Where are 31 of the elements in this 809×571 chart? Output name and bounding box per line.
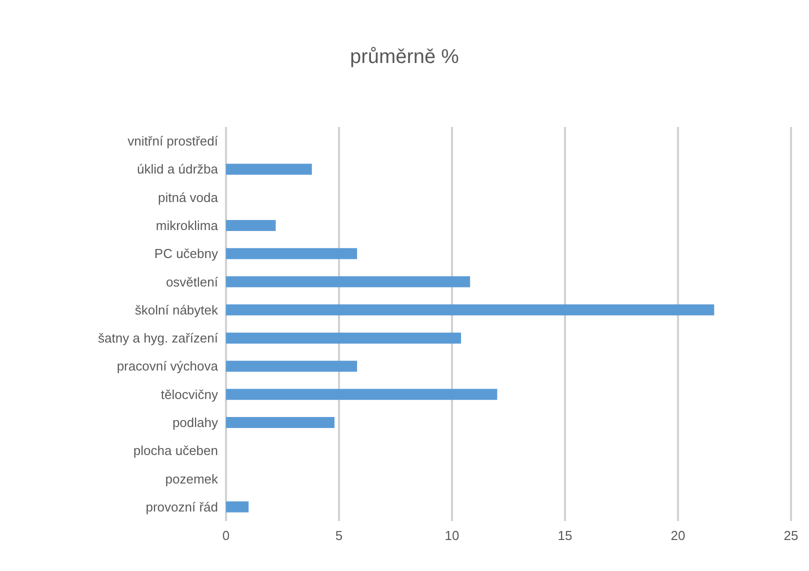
y-tick-label: mikroklima bbox=[156, 218, 219, 233]
bar bbox=[226, 417, 334, 428]
y-tick-label: školní nábytek bbox=[134, 302, 218, 318]
x-tick-label: 10 bbox=[444, 528, 460, 543]
bar bbox=[226, 220, 276, 231]
x-tick-label: 25 bbox=[784, 528, 798, 543]
x-tick-label: 5 bbox=[335, 528, 343, 543]
bar bbox=[226, 304, 714, 316]
chart-title: průměrně % bbox=[350, 46, 460, 68]
bar bbox=[226, 501, 249, 512]
y-tick-label: osvětlení bbox=[166, 274, 218, 290]
bar bbox=[226, 332, 462, 344]
bar bbox=[226, 164, 312, 175]
x-tick-label: 15 bbox=[558, 528, 572, 543]
y-tick-label: vnitřní prostředí bbox=[128, 134, 218, 149]
bar bbox=[226, 360, 358, 372]
bar bbox=[226, 276, 470, 288]
y-tick-label: pitná voda bbox=[158, 190, 219, 205]
bar bbox=[226, 248, 358, 260]
y-tick-label: pracovní výchova bbox=[116, 358, 219, 374]
y-tick-label: tělocvičny bbox=[160, 386, 218, 402]
x-tick-label: 20 bbox=[670, 528, 686, 543]
x-tick-label: 0 bbox=[222, 528, 230, 543]
bar bbox=[226, 388, 498, 400]
y-tick-label: pozemek bbox=[165, 471, 218, 486]
y-tick-label: podlahy bbox=[172, 415, 218, 430]
y-tick-label: úklid a údržba bbox=[137, 162, 219, 177]
y-tick-label: PC učebny bbox=[154, 246, 218, 262]
y-tick-label: plocha učeben bbox=[133, 443, 218, 458]
y-tick-label: provozní řád bbox=[146, 499, 218, 514]
y-tick-label: šatny a hyg. zařízení bbox=[98, 330, 218, 346]
